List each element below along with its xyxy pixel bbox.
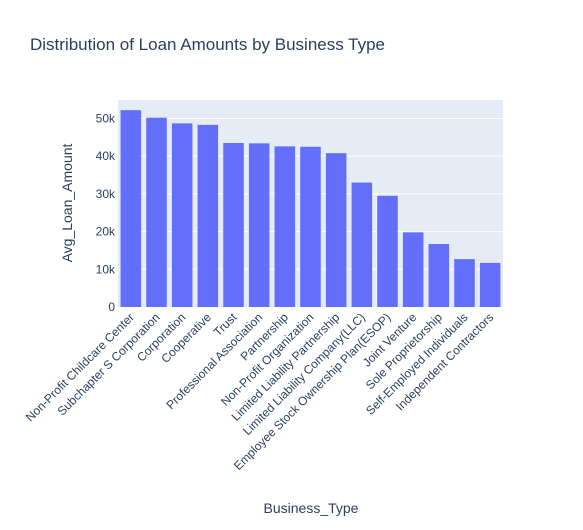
- bar[interactable]: [197, 124, 219, 307]
- chart-title: Distribution of Loan Amounts by Business…: [30, 35, 385, 54]
- bar[interactable]: [325, 153, 347, 307]
- x-tick-label: Non-Profit Childcare Center: [23, 310, 137, 424]
- y-tick-label: 10k: [96, 262, 116, 276]
- bar[interactable]: [377, 195, 398, 307]
- bar[interactable]: [248, 143, 270, 307]
- bar[interactable]: [454, 259, 475, 307]
- bar[interactable]: [120, 110, 142, 307]
- bar[interactable]: [479, 262, 501, 307]
- bars: [120, 110, 501, 308]
- y-tick-label: 40k: [96, 149, 116, 163]
- y-axis-title: Avg_Loan_Amount: [59, 143, 75, 262]
- y-tick-label: 30k: [96, 187, 116, 201]
- x-axis-title: Business_Type: [264, 500, 359, 516]
- x-tick-label: Subchapter S Corporation: [55, 310, 163, 418]
- y-tick-labels: 0 10k 20k 30k 40k 50k: [96, 111, 116, 314]
- y-tick-label: 20k: [96, 225, 116, 239]
- bar[interactable]: [428, 244, 450, 307]
- bar[interactable]: [223, 142, 244, 307]
- bar[interactable]: [146, 117, 167, 307]
- y-tick-label: 0: [108, 300, 115, 314]
- y-tick-label: 50k: [96, 111, 116, 125]
- bar[interactable]: [300, 146, 321, 307]
- bar[interactable]: [171, 123, 193, 308]
- bar[interactable]: [351, 182, 373, 307]
- bar[interactable]: [402, 232, 424, 307]
- bar[interactable]: [274, 146, 296, 307]
